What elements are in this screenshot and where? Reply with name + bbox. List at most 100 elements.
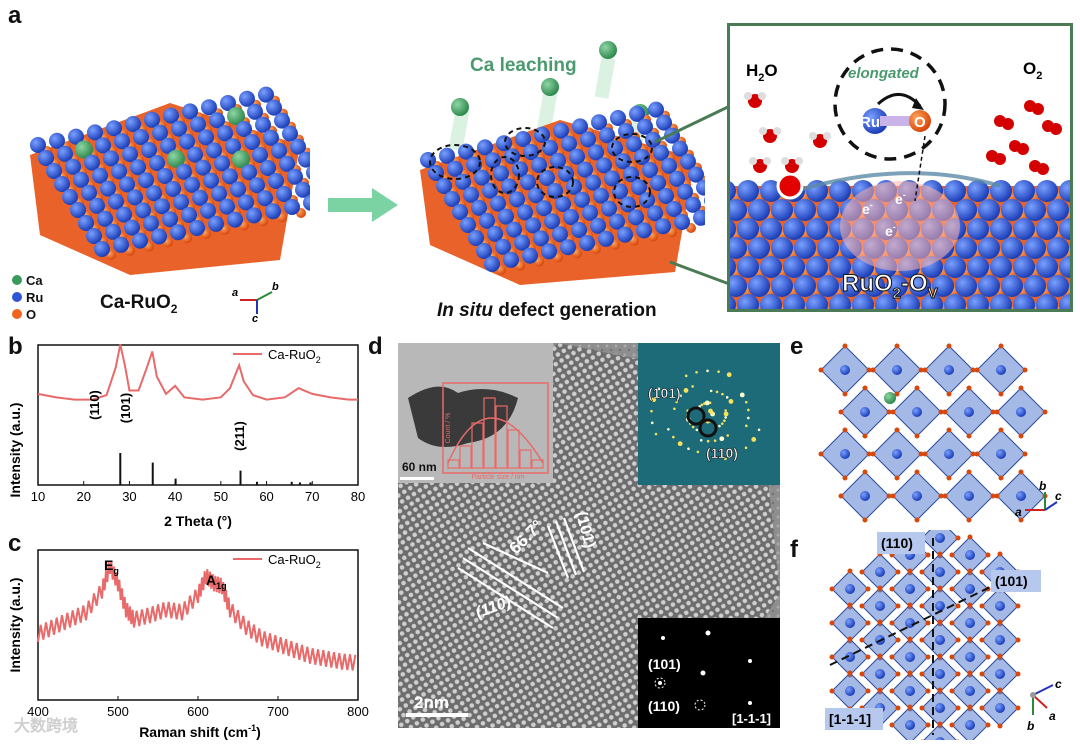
ru-atom (523, 144, 539, 160)
tag-110: (110) (881, 535, 913, 551)
ru-atom (995, 601, 1005, 611)
ru-atom (265, 203, 281, 220)
svg-text:a: a (1015, 505, 1022, 519)
ru-atom (965, 652, 975, 662)
ru-atom (580, 131, 596, 148)
ru-atom (447, 160, 463, 177)
ru-atom (30, 137, 46, 153)
svg-text:H2O: H2O (746, 61, 778, 84)
ru-atom (520, 174, 536, 191)
ru-atom (306, 165, 310, 180)
ca-ruo2-slab-illustration (30, 86, 310, 275)
legend-o: O (12, 306, 43, 323)
ru-atom (266, 99, 282, 116)
ru-atom (458, 143, 474, 160)
ru-atom (563, 209, 579, 225)
ru-atom (860, 407, 870, 417)
ru-atom (618, 123, 634, 139)
ru-atom (656, 114, 672, 131)
ru-atom (179, 133, 195, 150)
ru-atom (661, 157, 677, 174)
ru-atom (487, 225, 503, 242)
ru-atom (995, 703, 1005, 713)
ru-atom (509, 191, 525, 208)
ru-atom (247, 103, 263, 120)
ru-atom (124, 219, 140, 236)
ru-atom (143, 215, 159, 232)
ru-atom (279, 155, 295, 172)
axes-triad-a: a b c (232, 282, 279, 322)
ru-atom (54, 176, 70, 192)
ru-atom (672, 140, 688, 157)
ru-atom (552, 226, 568, 243)
hist-xlabel: Particle size / nm (471, 474, 524, 481)
ru-atom (504, 148, 520, 165)
legend-ca: Ca (12, 272, 43, 289)
ru-atom (582, 204, 598, 221)
ru-atom (184, 176, 200, 193)
ru-atom (119, 176, 135, 193)
ru-atom (171, 120, 187, 137)
saed-label-101: (101) (648, 656, 681, 672)
ru-atom (152, 124, 168, 141)
ru-atom (680, 153, 696, 170)
ru-atom (996, 365, 1006, 375)
ru-atom (144, 111, 160, 128)
ru-atom (94, 241, 110, 257)
saed-label-110: (110) (648, 698, 680, 714)
hist-bar (495, 405, 508, 469)
ru-atom (637, 118, 653, 135)
ru-atom (468, 230, 484, 246)
ru-atom (146, 185, 162, 202)
ru-atom (111, 163, 127, 180)
ru-atom (114, 133, 130, 150)
ru-atom (628, 209, 644, 226)
ru-atom (290, 138, 306, 155)
ru-atom (163, 107, 179, 124)
ru-atom (560, 239, 576, 256)
ru-atom (460, 217, 476, 233)
atom-legend: Ca Ru O (12, 272, 43, 323)
ru-atom (892, 365, 902, 375)
ru-atom (496, 135, 512, 152)
ru-atom (162, 211, 178, 228)
ru-atom (533, 230, 549, 247)
ru-atom (845, 686, 855, 696)
xrd-ylabel: Intensity (a.u.) (7, 403, 23, 498)
ru-atom (127, 189, 143, 206)
ru-atom (642, 162, 658, 178)
ru-atom (536, 200, 552, 217)
ru-atom (70, 202, 86, 218)
ru-atom (531, 157, 547, 173)
ru-atom (845, 618, 855, 628)
ru-atom (113, 236, 129, 253)
ru-atom (528, 187, 544, 204)
ru-atom (211, 185, 227, 202)
ru-atom (165, 181, 181, 197)
ru-atom (685, 196, 701, 213)
ru-atom (62, 189, 78, 205)
svg-text:e-: e- (862, 200, 873, 217)
ru-atom (577, 161, 593, 178)
watermark: 大数跨境 (14, 718, 79, 735)
ru-atom (609, 213, 625, 230)
ru-atom (599, 127, 615, 144)
ru-atom (173, 194, 189, 210)
ru-atom (493, 165, 509, 182)
ru-atom (287, 168, 303, 185)
ru-atom (995, 669, 1005, 679)
ru-atom (840, 449, 850, 459)
ru-atom (244, 134, 260, 150)
svg-text:RuO2-OV: RuO2-OV (842, 270, 938, 302)
peak-101: (101) (118, 393, 133, 423)
ru-atom (444, 191, 460, 207)
ru-atom (103, 150, 119, 167)
ru-atom (282, 125, 298, 142)
ru-atom (187, 146, 203, 163)
svg-text:O: O (914, 114, 926, 131)
ru-atom (108, 193, 124, 210)
peak-eg: Eg (104, 557, 119, 576)
svg-text:c: c (1055, 489, 1062, 503)
hist-ylabel: Count / % (445, 413, 452, 444)
ru-atom (525, 217, 541, 234)
